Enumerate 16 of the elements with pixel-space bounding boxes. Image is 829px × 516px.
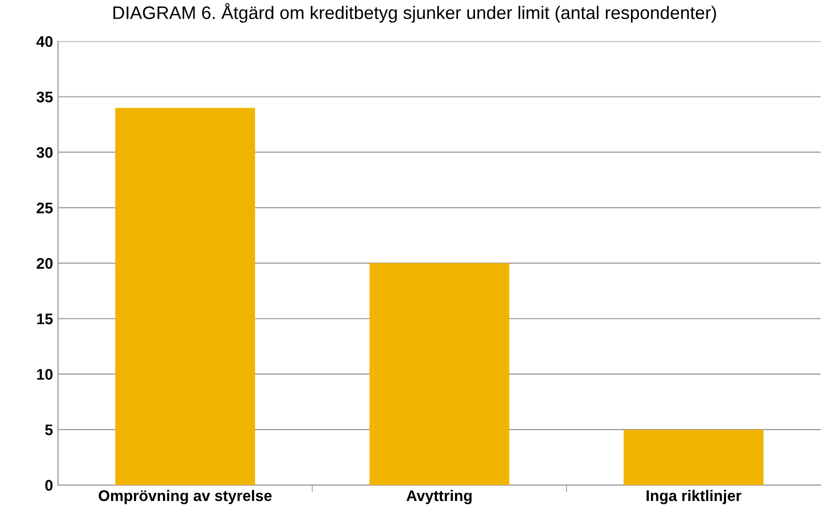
x-tick-label: Inga riktlinjer <box>646 490 742 504</box>
y-tick-label: 25 <box>36 202 53 214</box>
x-tick-label: Omprövning av styrelse <box>98 490 272 504</box>
y-tick-label: 40 <box>36 36 53 47</box>
x-tick-label: Avyttring <box>406 490 472 504</box>
y-tick-label: 0 <box>45 480 53 491</box>
bar <box>115 108 256 486</box>
y-tick-label: 35 <box>36 92 53 102</box>
bar <box>624 430 764 486</box>
y-tick-label: 15 <box>37 314 53 324</box>
bar <box>369 263 510 486</box>
y-tick-label: 30 <box>36 147 53 158</box>
y-tick-label: 5 <box>45 424 53 436</box>
y-tick-label: 20 <box>36 258 53 269</box>
chart-title: DIAGRAM 6. Åtgärd om kreditbetyg sjunker under limit (antal respondenter) <box>113 3 716 23</box>
y-tick-label: 10 <box>37 368 53 380</box>
